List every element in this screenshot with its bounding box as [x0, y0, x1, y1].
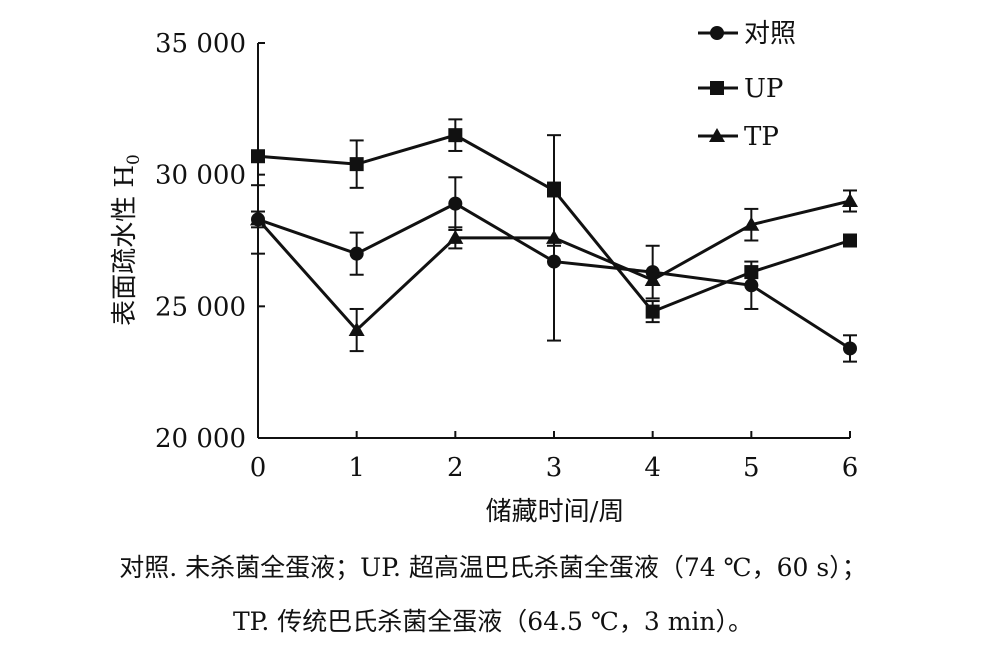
legend-marker [709, 128, 725, 142]
data-point [447, 229, 464, 244]
legend-marker [710, 26, 724, 40]
legend-label: 对照 [744, 19, 796, 49]
y-tick-label: 35 000 [155, 29, 246, 59]
data-point [250, 211, 266, 226]
legend-label: UP [744, 74, 783, 104]
legend-marker [710, 81, 724, 95]
data-point [348, 322, 365, 337]
x-tick-label: 3 [546, 453, 563, 483]
x-tick-label: 5 [743, 453, 760, 483]
data-point [251, 149, 265, 164]
data-point [743, 216, 760, 231]
series-group [250, 118, 858, 363]
y-axis-ticks: 20 000 25 000 30 000 35 000 [155, 29, 265, 454]
y-tick-label: 30 000 [155, 161, 246, 191]
x-tick-label: 0 [250, 453, 267, 483]
y-axis-label: 表面疏水性 H0 [110, 154, 144, 326]
x-tick-label: 6 [842, 453, 859, 483]
caption-line-1: 对照. 未杀菌全蛋液；UP. 超高温巴氏杀菌全蛋液（74 ℃，60 s）； [119, 553, 867, 582]
x-tick-label: 4 [644, 453, 661, 483]
data-point [842, 193, 858, 207]
data-point [843, 341, 857, 356]
data-point [645, 304, 660, 319]
y-tick-label: 25 000 [155, 292, 246, 322]
data-point [547, 183, 561, 198]
x-tick-label: 1 [348, 453, 365, 483]
x-tick-label: 2 [447, 453, 464, 483]
data-point [547, 254, 561, 269]
data-point [349, 246, 364, 261]
data-point [448, 196, 463, 211]
caption-line-2: TP. 传统巴氏杀菌全蛋液（64.5 ℃，3 min）。 [232, 607, 754, 636]
series-triangle [250, 184, 858, 353]
x-axis-label: 储藏时间/周 [486, 497, 625, 527]
legend: 对照 UP TP [698, 19, 796, 152]
series-square [251, 118, 857, 324]
data-point [744, 278, 759, 293]
y-axis-label-main: 表面疏水性 H [110, 165, 140, 326]
data-point [349, 157, 364, 172]
x-axis-ticks: 0 1 2 3 4 5 6 [250, 431, 859, 483]
y-axis-label-subscript: 0 [124, 154, 144, 165]
data-point [546, 229, 562, 244]
data-point [644, 272, 661, 286]
data-point [843, 233, 857, 248]
data-point [744, 265, 759, 280]
data-point [448, 128, 463, 143]
y-tick-label: 20 000 [155, 424, 246, 454]
legend-label: TP [744, 122, 779, 152]
